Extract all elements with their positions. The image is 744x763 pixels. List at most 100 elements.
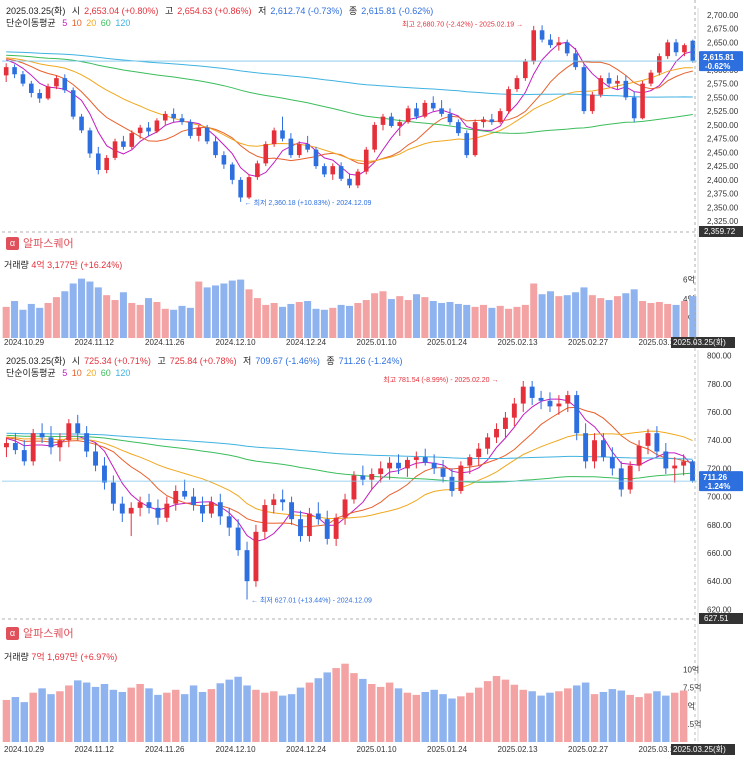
candle-body [338,166,344,179]
volume-bar [412,294,421,338]
candle-body [447,113,453,123]
price-tick-label: 760.00 [707,408,732,417]
open-label: 시 [71,6,81,16]
candle-body [213,141,218,156]
candle-body [631,97,637,119]
low-label: 저 [258,6,267,16]
volume-bar [617,690,626,742]
volume-bar [439,694,447,742]
candle-body [146,502,152,508]
volume-bar [11,301,19,338]
header-date: 2025.03.25(화) [6,356,66,366]
candle-body [369,474,375,480]
candle-body [164,503,170,518]
volume-bar [69,283,77,338]
candle-body [657,56,662,73]
candle-body [57,440,63,448]
candle-body [405,108,411,123]
candle-body [372,124,377,150]
candle-body [137,127,143,134]
volume-bar [195,281,203,338]
candle-body [66,423,72,441]
volume-bar [11,697,20,742]
price-tick-label: 780.00 [707,380,732,389]
candle-body [682,45,687,53]
candle-body [229,164,235,180]
volume-bar [314,678,323,742]
volume-bar [639,301,647,338]
ma-legend-2[interactable]: 단순이동평균 5 10 20 60 120 [6,366,134,379]
volume-bar [672,304,680,338]
volume-bar [599,691,608,742]
candle-body [529,386,535,398]
ma10-line [6,406,693,528]
volume-bar [387,299,395,338]
volume-bar [332,668,340,742]
volume-bar [82,682,91,742]
candle-body [179,118,185,123]
volume-bar [278,306,287,338]
volume-bar [555,691,563,742]
candle-body [79,116,84,131]
candle-body [121,141,126,147]
candle-body [296,144,302,156]
ma-legend-1[interactable]: 단순이동평균 5 10 20 60 120 [6,16,134,29]
candle-body [623,80,629,98]
volume-bar [471,306,479,338]
open-value: 2,653.04 (+0.80%) [84,6,159,16]
candle-body [162,113,168,121]
date-tick-label: 2024.11.26 [145,338,185,347]
candle-body [449,476,455,491]
volume-bar [670,692,679,742]
candle-body [654,433,660,452]
candle-body [129,133,135,147]
candle-body [20,74,26,84]
price-tick-label: 2,575.00 [707,80,739,89]
volume-bar [245,289,253,338]
candle-body [514,78,520,90]
candle-body [355,171,361,186]
candle-body [173,490,179,504]
volume-bar [689,296,697,338]
candle-body [351,475,357,500]
volume-bar [385,682,394,742]
volume-bar [287,694,296,742]
candle-body [289,502,295,520]
volume-bar [228,280,236,338]
volume-bar [86,281,94,338]
candle-body [110,482,116,504]
candle-body [188,122,193,136]
volume-bar [198,691,207,742]
candle-body [112,141,118,158]
candle-body [238,179,243,198]
volume-bar [128,302,136,338]
volume-bar [345,305,354,338]
current-date-value: 2025.03.25(화) [673,745,726,754]
volume-bar [626,694,634,742]
volume-bar [572,685,581,742]
candle-body [87,130,93,154]
candle-body [690,461,695,482]
candle-body [431,462,437,469]
volume-bar [252,689,260,742]
candle-body [548,39,553,46]
candle-body [663,451,669,469]
candle-body [439,108,444,114]
volume-bar [368,684,376,742]
candle-body [440,468,446,477]
volume-bar [329,307,337,338]
volume-bar [655,301,663,338]
volume-bar [622,293,630,338]
close-value: 711.26 (-1.24%) [338,356,403,366]
volume-bar [270,302,278,338]
price-tick-label: 2,450.00 [707,148,739,157]
candle-body [306,513,312,537]
volume-bar [379,291,387,338]
candle-body [128,507,134,514]
candle-body [298,519,303,537]
candle-body [485,437,491,449]
volume-bar [613,296,621,338]
brand-logo-1: α 알파스퀘어 [6,235,74,251]
last-price-tag [699,471,743,492]
volume-bar [153,301,161,338]
